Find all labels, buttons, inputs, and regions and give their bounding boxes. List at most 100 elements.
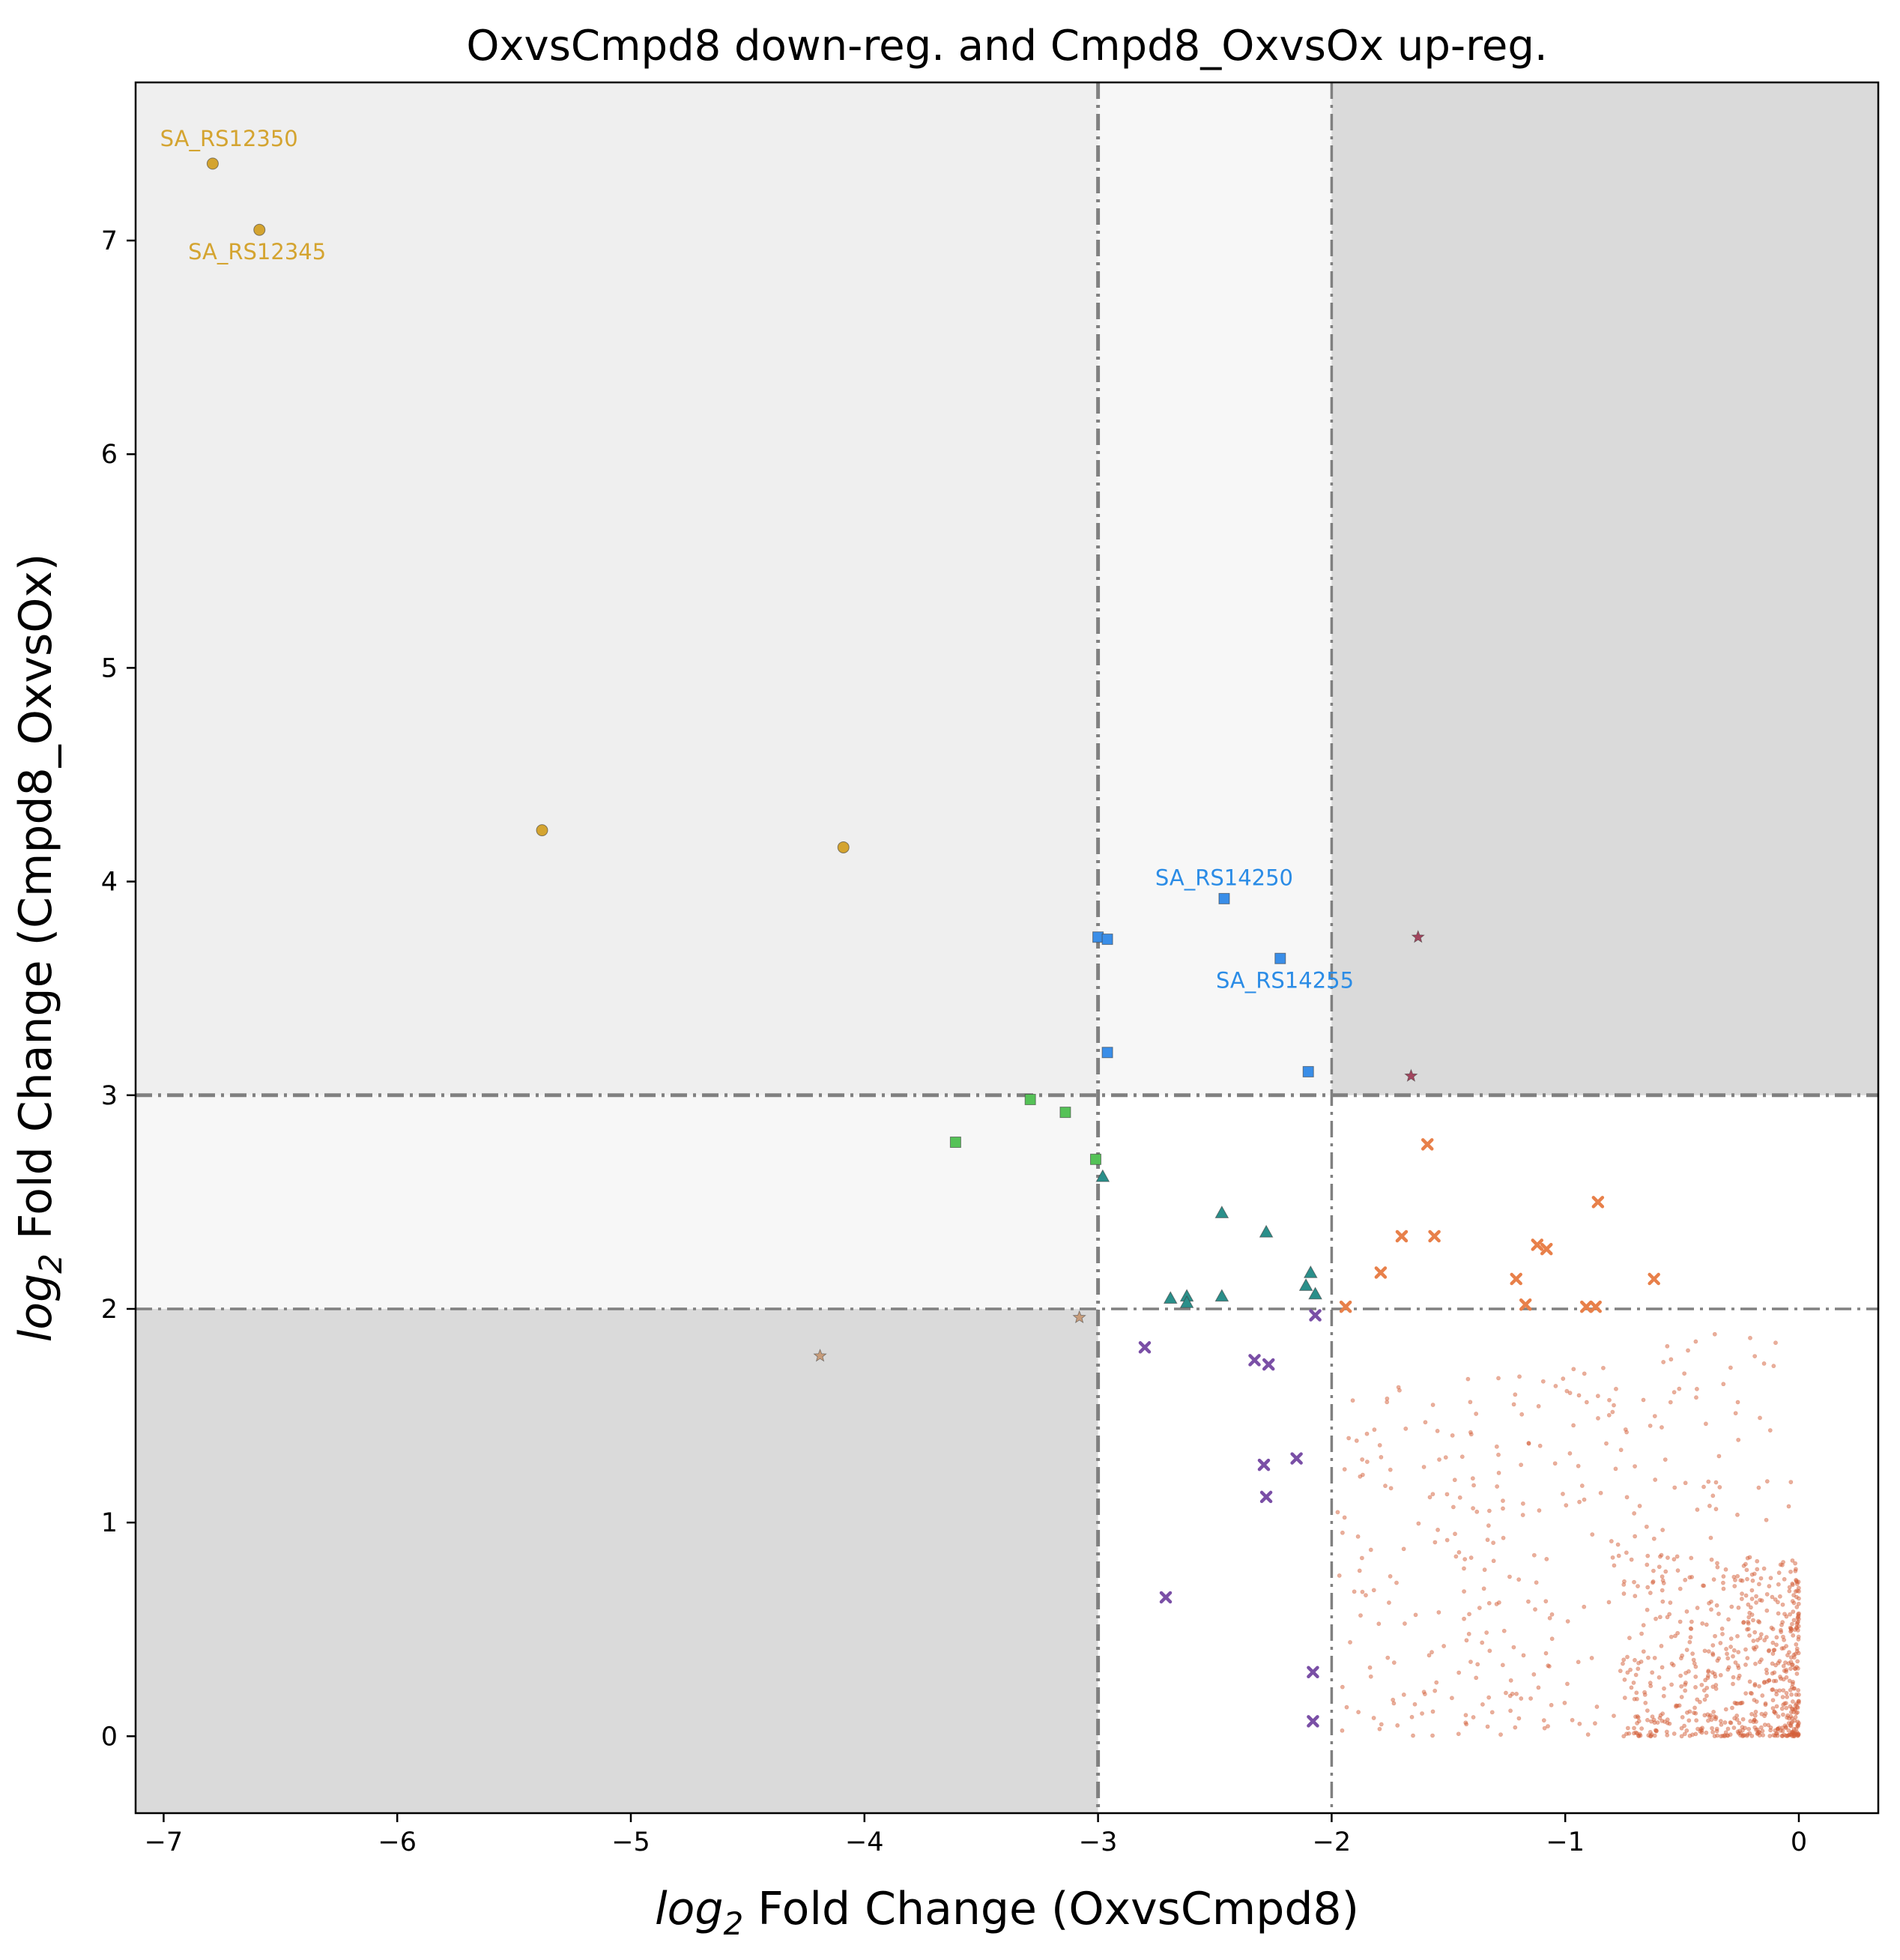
data-point-8-280 (1784, 1705, 1789, 1711)
data-point-8-577 (1768, 1725, 1773, 1730)
data-point-8-500 (1642, 1690, 1647, 1695)
data-point-8-835 (1453, 1554, 1459, 1559)
data-point-8-834 (1485, 1537, 1490, 1543)
data-point-8-663 (1471, 1483, 1476, 1488)
data-point-8-667 (1735, 1400, 1740, 1405)
data-point-8-799 (1735, 1512, 1740, 1517)
data-point-8-852 (1598, 1490, 1603, 1495)
data-point-8-635 (1780, 1602, 1785, 1607)
data-point-8-596 (1441, 1644, 1447, 1648)
data-point-8-523 (1718, 1641, 1723, 1645)
data-point-8-701 (1409, 1714, 1415, 1719)
data-point-8-201 (1657, 1716, 1662, 1720)
data-point-8-624 (1484, 1630, 1489, 1635)
data-point-8-650 (1703, 1421, 1708, 1427)
data-point-8-755 (1570, 1717, 1575, 1722)
data-point-4-2 (1259, 1224, 1274, 1238)
data-point-6-2 (1262, 1358, 1275, 1371)
data-point-8-399 (1736, 1676, 1741, 1681)
data-point-8-894 (1507, 1693, 1513, 1699)
data-point-8-654 (1565, 1681, 1570, 1687)
data-point-8-282 (1652, 1655, 1657, 1660)
data-point-8-661 (1582, 1371, 1587, 1376)
data-point-8-295 (1668, 1600, 1673, 1605)
data-point-8-102 (1669, 1682, 1674, 1687)
data-point-8-120 (1740, 1716, 1746, 1722)
data-point-8-897 (1757, 1660, 1762, 1665)
data-point-8-33 (1690, 1651, 1695, 1657)
data-point-8-649 (1516, 1716, 1522, 1721)
data-point-8-497 (1791, 1734, 1797, 1738)
data-point-8-932 (1344, 1705, 1349, 1710)
data-point-8-239 (1770, 1661, 1775, 1666)
data-point-8-419 (1788, 1687, 1793, 1693)
data-point-8-820 (1340, 1530, 1345, 1535)
data-point-8-145 (1735, 1633, 1740, 1639)
data-point-8-323 (1663, 1569, 1668, 1574)
data-point-8-770 (1372, 1427, 1377, 1433)
data-point-8-476 (1707, 1600, 1712, 1606)
data-point-8-748 (1513, 1392, 1518, 1397)
data-point-8-813 (1462, 1566, 1466, 1571)
data-point-8-656 (1340, 1684, 1345, 1690)
data-point-8-823 (1463, 1713, 1468, 1718)
data-point-8-630 (1547, 1615, 1552, 1621)
data-point-8-484 (1749, 1691, 1754, 1696)
data-point-8-378 (1731, 1681, 1735, 1687)
data-point-8-776 (1758, 1415, 1762, 1421)
data-point-8-67 (1745, 1656, 1750, 1660)
data-point-8-34 (1736, 1650, 1741, 1654)
data-point-8-196 (1781, 1677, 1786, 1682)
data-point-8-792 (1648, 1424, 1653, 1428)
y-axis-ticks: 0 1 2 3 4 5 6 7 (101, 226, 136, 1752)
data-point-1-1 (1274, 952, 1286, 964)
data-point-8-28 (1729, 1604, 1734, 1609)
data-point-8-760 (1526, 1441, 1531, 1445)
data-point-8-824 (1501, 1506, 1505, 1511)
data-point-8-825 (1401, 1692, 1406, 1697)
data-point-8-204 (1783, 1701, 1788, 1706)
data-point-8-464 (1736, 1605, 1741, 1610)
data-point-8-716 (1466, 1631, 1471, 1636)
data-point-8-821 (1713, 1507, 1719, 1512)
data-point-8-152 (1779, 1706, 1785, 1711)
data-point-8-309 (1749, 1588, 1755, 1593)
x-tick-label-6: −1 (1546, 1827, 1585, 1857)
data-point-8-463 (1621, 1657, 1627, 1663)
x-axis-label-sub: 2 (723, 1905, 743, 1942)
data-point-8-322 (1684, 1609, 1689, 1614)
data-point-8-818 (1707, 1504, 1712, 1508)
data-point-8-26 (1704, 1730, 1709, 1735)
data-point-6-6 (1259, 1490, 1273, 1504)
data-point-8-858 (1500, 1663, 1505, 1668)
data-point-8-741 (1486, 1695, 1492, 1700)
data-point-8-453 (1645, 1562, 1650, 1567)
data-point-8-245 (1737, 1728, 1742, 1734)
data-point-8-547 (1779, 1646, 1785, 1651)
data-point-7-4 (1531, 1238, 1544, 1251)
data-point-8-758 (1701, 1583, 1707, 1588)
y-tick-label-0: 0 (101, 1722, 118, 1752)
data-point-8-900 (1504, 1690, 1508, 1696)
data-point-8-116 (1752, 1630, 1758, 1635)
data-point-8-941 (1702, 1697, 1707, 1702)
data-point-8-538 (1796, 1612, 1801, 1617)
data-point-8-841 (1491, 1540, 1496, 1546)
data-point-8-319 (1791, 1600, 1797, 1606)
data-point-8-710 (1761, 1361, 1767, 1366)
data-point-8-600 (1641, 1397, 1646, 1403)
data-point-8-854 (1477, 1606, 1482, 1610)
series-1 (1092, 892, 1314, 1077)
data-point-8-784 (1467, 1612, 1471, 1617)
data-point-8-901 (1496, 1452, 1501, 1457)
data-point-8-647 (1678, 1656, 1683, 1661)
data-point-8-288 (1744, 1567, 1749, 1573)
data-point-8-429 (1709, 1607, 1713, 1612)
data-point-8-353 (1710, 1643, 1716, 1648)
data-point-8-924 (1388, 1486, 1394, 1491)
data-point-8-134 (1657, 1615, 1662, 1620)
data-point-8-226 (1774, 1704, 1779, 1709)
data-point-3-0 (949, 1137, 961, 1149)
data-point-8-100 (1632, 1725, 1636, 1731)
data-point-8-672 (1618, 1448, 1624, 1453)
